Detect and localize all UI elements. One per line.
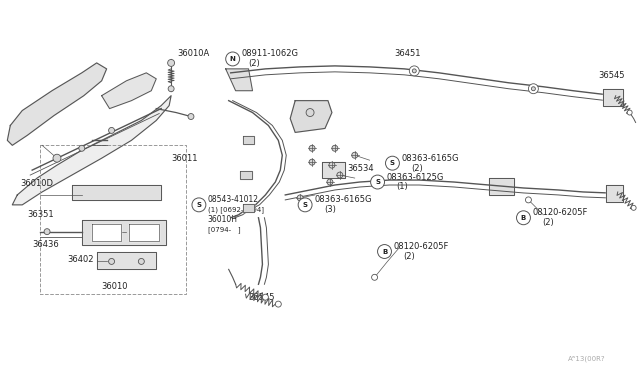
- Polygon shape: [102, 73, 156, 109]
- Circle shape: [109, 259, 115, 264]
- Polygon shape: [7, 63, 107, 145]
- Text: S: S: [196, 202, 202, 208]
- Text: (3): (3): [324, 205, 336, 214]
- Circle shape: [516, 211, 531, 225]
- Text: 08363-6125G: 08363-6125G: [387, 173, 444, 182]
- Circle shape: [109, 128, 115, 134]
- Circle shape: [337, 172, 343, 178]
- Circle shape: [378, 244, 392, 259]
- Polygon shape: [12, 96, 171, 205]
- Text: [0794-   ]: [0794- ]: [208, 226, 241, 233]
- Text: (2): (2): [542, 218, 554, 227]
- Circle shape: [53, 154, 61, 162]
- Text: 36402: 36402: [67, 255, 93, 264]
- Circle shape: [138, 259, 145, 264]
- Circle shape: [168, 60, 175, 66]
- Circle shape: [306, 109, 314, 116]
- Circle shape: [298, 198, 312, 212]
- Circle shape: [631, 205, 636, 210]
- Circle shape: [529, 84, 538, 94]
- Circle shape: [385, 156, 399, 170]
- Circle shape: [332, 145, 338, 151]
- Polygon shape: [243, 137, 255, 144]
- Circle shape: [275, 301, 282, 307]
- Circle shape: [192, 198, 206, 212]
- Circle shape: [329, 162, 335, 168]
- Text: 36010D: 36010D: [20, 179, 53, 187]
- Circle shape: [188, 113, 194, 119]
- Text: N: N: [230, 56, 236, 62]
- Circle shape: [525, 197, 531, 203]
- Polygon shape: [290, 101, 332, 132]
- Polygon shape: [606, 185, 623, 202]
- Polygon shape: [72, 185, 161, 200]
- Circle shape: [226, 52, 239, 66]
- Text: 08120-6205F: 08120-6205F: [532, 208, 588, 217]
- Text: (1): (1): [396, 183, 408, 192]
- Text: 36545: 36545: [248, 293, 275, 302]
- Circle shape: [371, 175, 385, 189]
- Text: 36351: 36351: [28, 210, 54, 219]
- Polygon shape: [603, 89, 623, 106]
- Circle shape: [352, 152, 358, 158]
- Text: 36452: 36452: [293, 101, 320, 110]
- Polygon shape: [97, 253, 156, 269]
- Text: B: B: [521, 215, 526, 221]
- Circle shape: [309, 159, 315, 165]
- Circle shape: [262, 294, 268, 300]
- Polygon shape: [226, 69, 253, 91]
- Polygon shape: [92, 224, 122, 241]
- Circle shape: [327, 179, 333, 185]
- Text: (2): (2): [248, 60, 260, 68]
- Text: (2): (2): [412, 164, 423, 173]
- Circle shape: [168, 86, 174, 92]
- Circle shape: [531, 87, 536, 91]
- Polygon shape: [322, 162, 345, 178]
- Polygon shape: [129, 224, 159, 241]
- Text: B: B: [382, 248, 387, 254]
- Text: 36534: 36534: [348, 164, 374, 173]
- Polygon shape: [243, 204, 255, 212]
- Polygon shape: [82, 220, 166, 244]
- Circle shape: [44, 229, 50, 235]
- Polygon shape: [239, 171, 252, 179]
- Circle shape: [297, 195, 303, 201]
- Text: (1) [0692-0794]: (1) [0692-0794]: [208, 206, 264, 213]
- Text: 08911-1062G: 08911-1062G: [241, 49, 299, 58]
- Circle shape: [79, 145, 84, 151]
- Circle shape: [309, 145, 315, 151]
- Text: 08120-6205F: 08120-6205F: [394, 242, 449, 251]
- Text: Aʷ13(00R?: Aʷ13(00R?: [568, 356, 605, 362]
- Circle shape: [412, 69, 416, 73]
- Polygon shape: [489, 178, 513, 195]
- Text: (2): (2): [403, 252, 415, 261]
- Text: 08363-6165G: 08363-6165G: [401, 154, 459, 163]
- Text: 36010A: 36010A: [177, 48, 209, 58]
- Text: 36010H: 36010H: [208, 215, 238, 224]
- Text: 36436: 36436: [32, 240, 59, 249]
- Circle shape: [410, 66, 419, 76]
- Text: S: S: [303, 202, 308, 208]
- Circle shape: [372, 274, 378, 280]
- Text: 36011: 36011: [171, 154, 198, 163]
- Text: 36010: 36010: [102, 282, 128, 291]
- Text: S: S: [375, 179, 380, 185]
- Text: 36545: 36545: [598, 71, 625, 80]
- Text: 08543-41012: 08543-41012: [208, 195, 259, 204]
- Text: 36451: 36451: [394, 48, 421, 58]
- Circle shape: [627, 110, 632, 115]
- Text: 08363-6165G: 08363-6165G: [314, 195, 372, 204]
- Text: S: S: [390, 160, 395, 166]
